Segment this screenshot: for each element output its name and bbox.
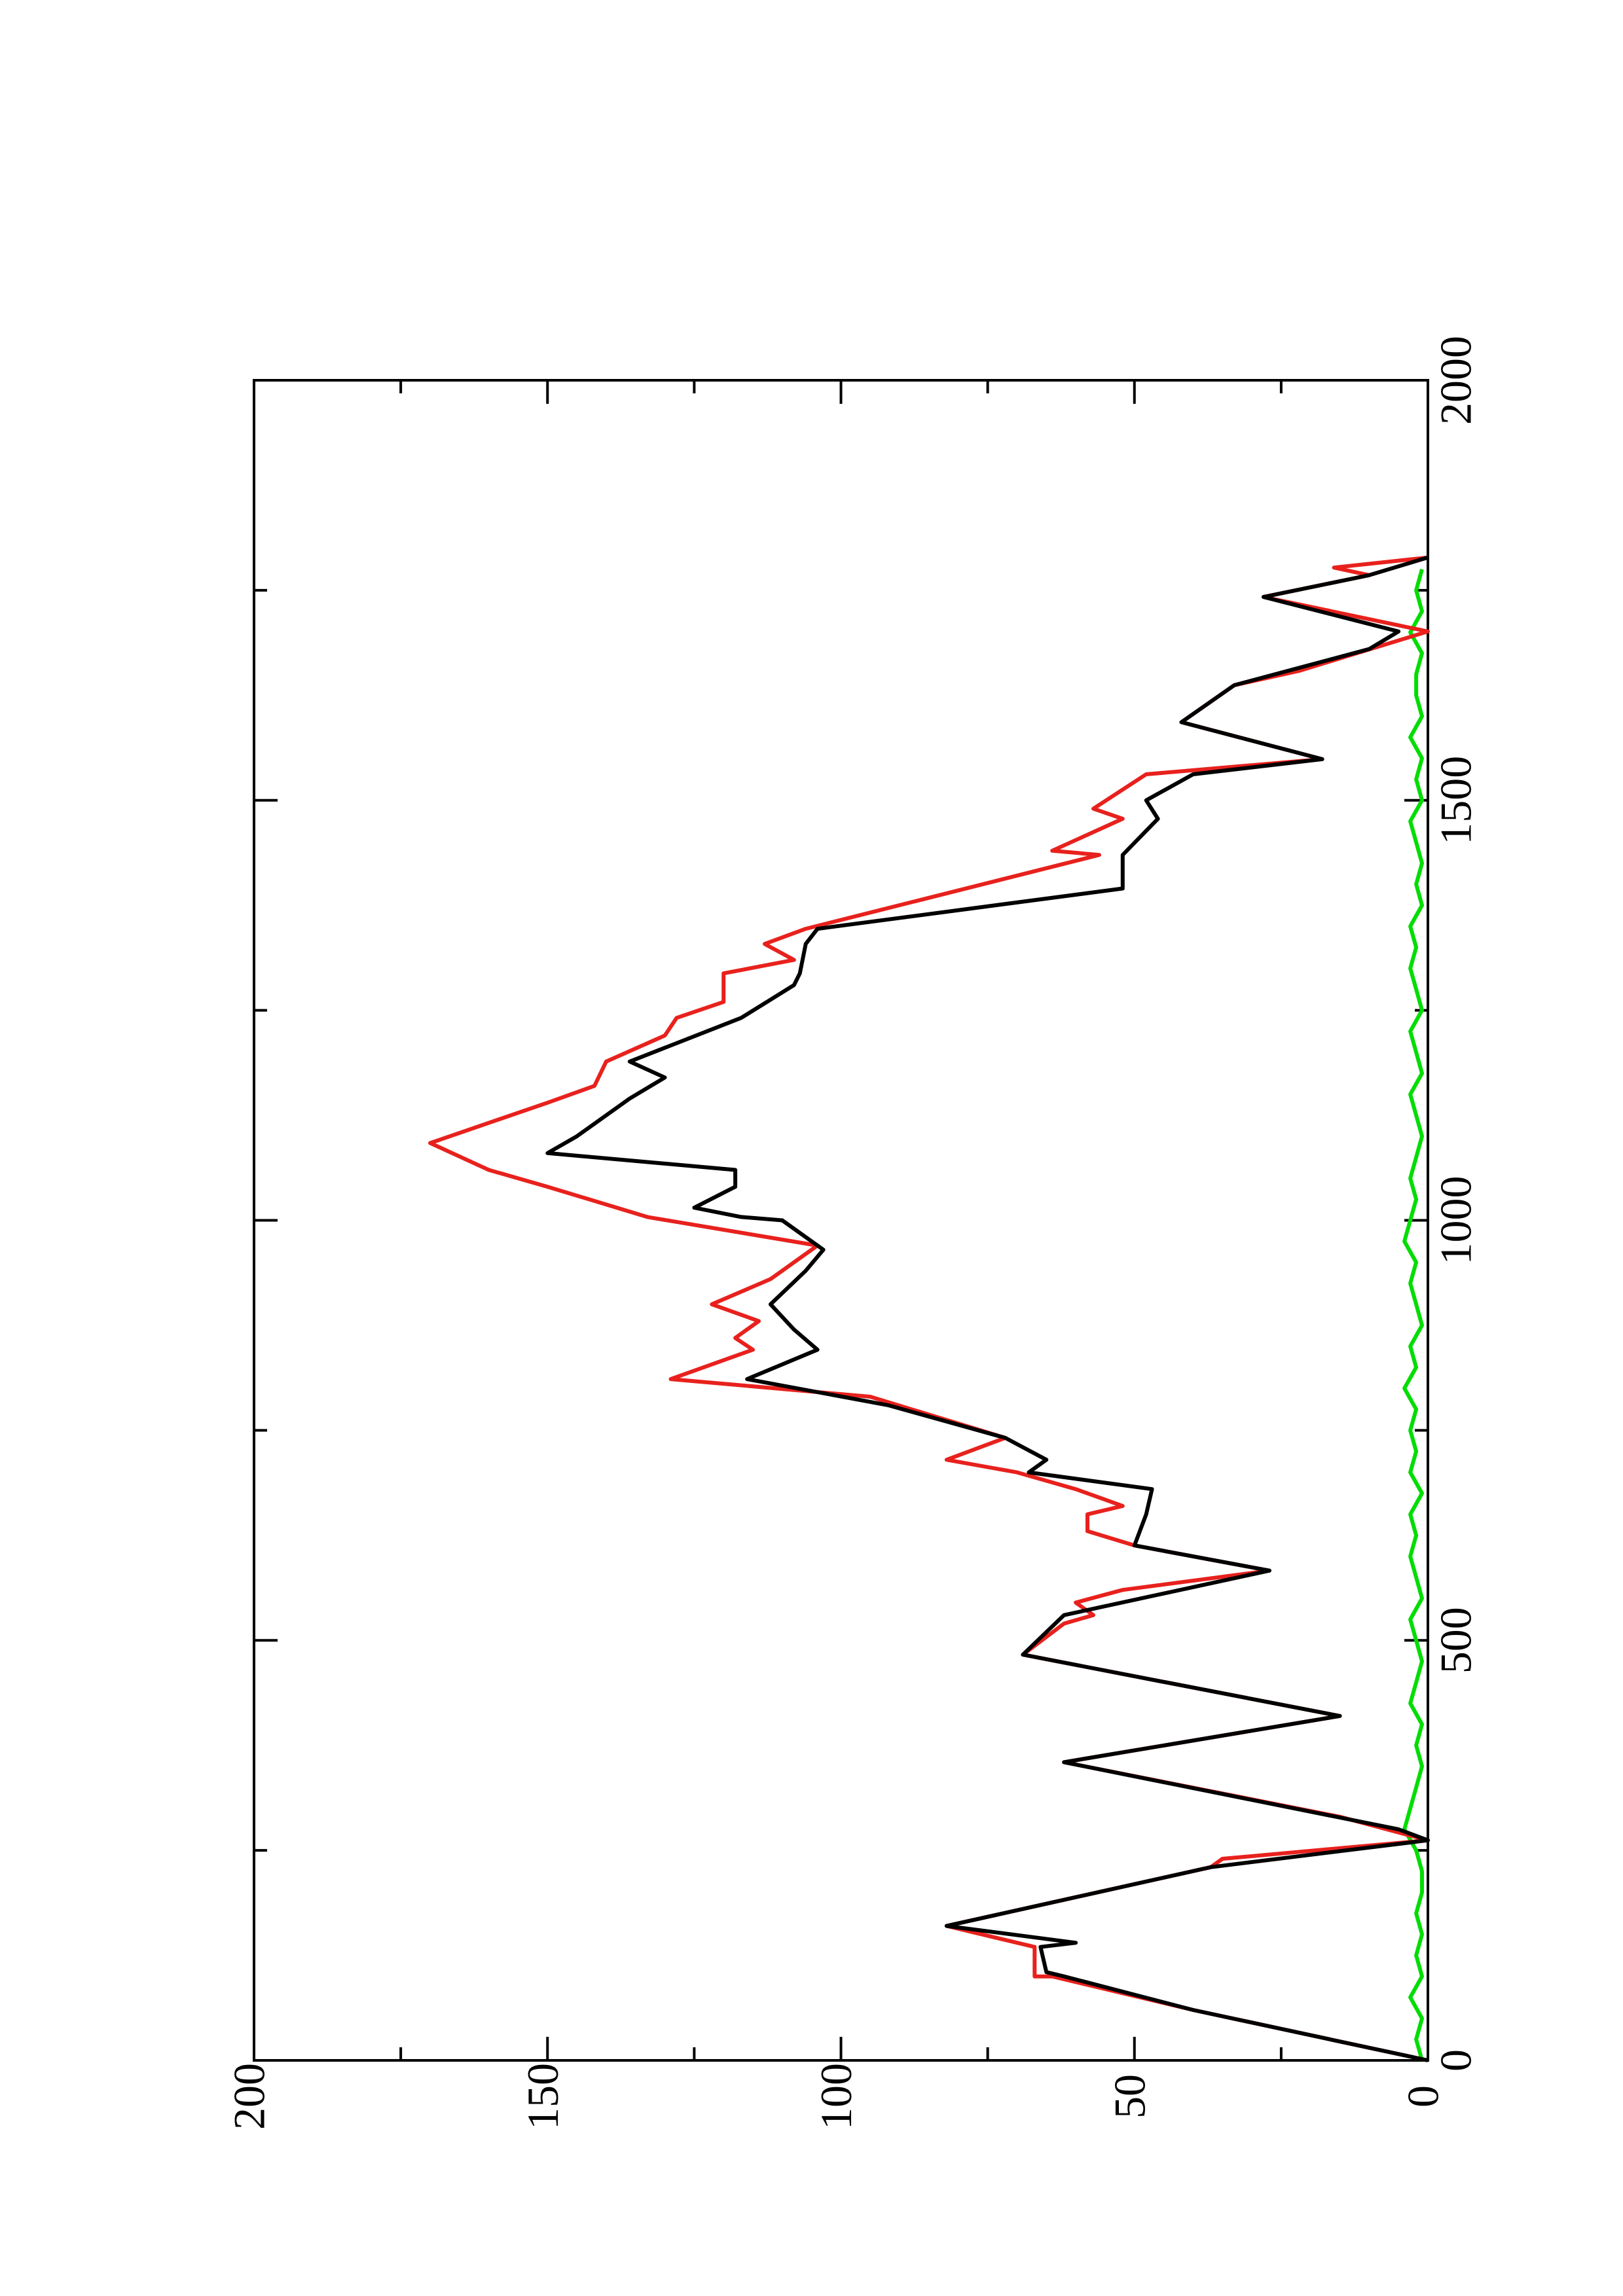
plot-frame	[253, 379, 1429, 2062]
x-tick-label: 1500	[1431, 756, 1481, 845]
y-tick-label: 50	[1104, 2074, 1154, 2119]
x-tick-label: 1000	[1431, 1176, 1481, 1265]
data-line	[1402, 568, 1424, 2061]
x-tick-label: 0	[1431, 2049, 1481, 2072]
x-tick-label: 2000	[1431, 336, 1481, 425]
y-tick-label: 0	[1398, 2085, 1448, 2108]
data-line	[545, 555, 1430, 2062]
data-line	[428, 555, 1430, 2062]
y-tick-label: 200	[225, 2063, 274, 2130]
y-tick-label: 150	[518, 2063, 568, 2130]
x-tick-label: 500	[1431, 1607, 1481, 1674]
y-tick-label: 100	[811, 2063, 861, 2130]
